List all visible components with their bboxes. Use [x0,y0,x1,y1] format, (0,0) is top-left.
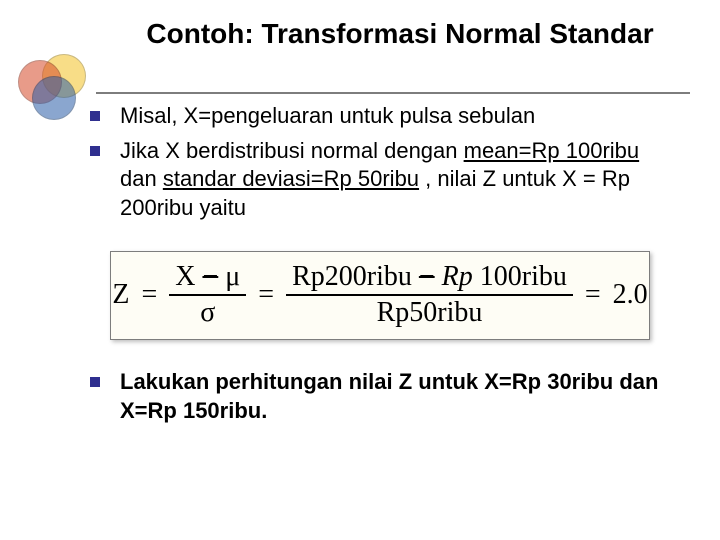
slide: Contoh: Transformasi Normal Standar Misa… [0,0,720,540]
bullet-3: Lakukan perhitungan nilai Z untuk X=Rp 3… [90,368,670,425]
bullet-marker-icon [90,377,100,387]
title-area: Contoh: Transformasi Normal Standar [0,0,720,62]
frac2-num: Rp200ribu − Rp 100ribu [286,262,573,297]
bullet-1: Misal, X=pengeluaran untuk pulsa sebulan [90,102,670,131]
z-formula: Z = X − μ σ = Rp200ribu − [125,262,635,330]
bullet-1-text: Misal, X=pengeluaran untuk pulsa sebulan [120,102,535,131]
frac-numeric: Rp200ribu − Rp 100ribu Rp50ribu [286,262,573,330]
equals-1: = [137,279,161,311]
equals-2: = [254,279,278,311]
title-rule [96,92,690,94]
bullet-3-text: Lakukan perhitungan nilai Z untuk X=Rp 3… [120,368,670,425]
formula-box: Z = X − μ σ = Rp200ribu − [110,251,650,341]
venn-circle-blue [32,76,76,120]
frac2-den: Rp50ribu [371,296,489,329]
frac-symbolic: X − μ σ [169,262,246,330]
bullet-2: Jika X berdistribusi normal dengan mean=… [90,137,670,223]
venn-logo [18,54,98,114]
z-result: 2.0 [613,279,648,311]
bullet-marker-icon [90,146,100,156]
frac1-den: σ [194,296,221,329]
bullet-2-text: Jika X berdistribusi normal dengan mean=… [120,137,670,223]
slide-title: Contoh: Transformasi Normal Standar [120,18,680,50]
equals-3: = [581,279,605,311]
body: Misal, X=pengeluaran untuk pulsa sebulan… [0,62,720,425]
z-lhs: Z [112,279,129,311]
frac1-num: X − μ [169,262,246,297]
